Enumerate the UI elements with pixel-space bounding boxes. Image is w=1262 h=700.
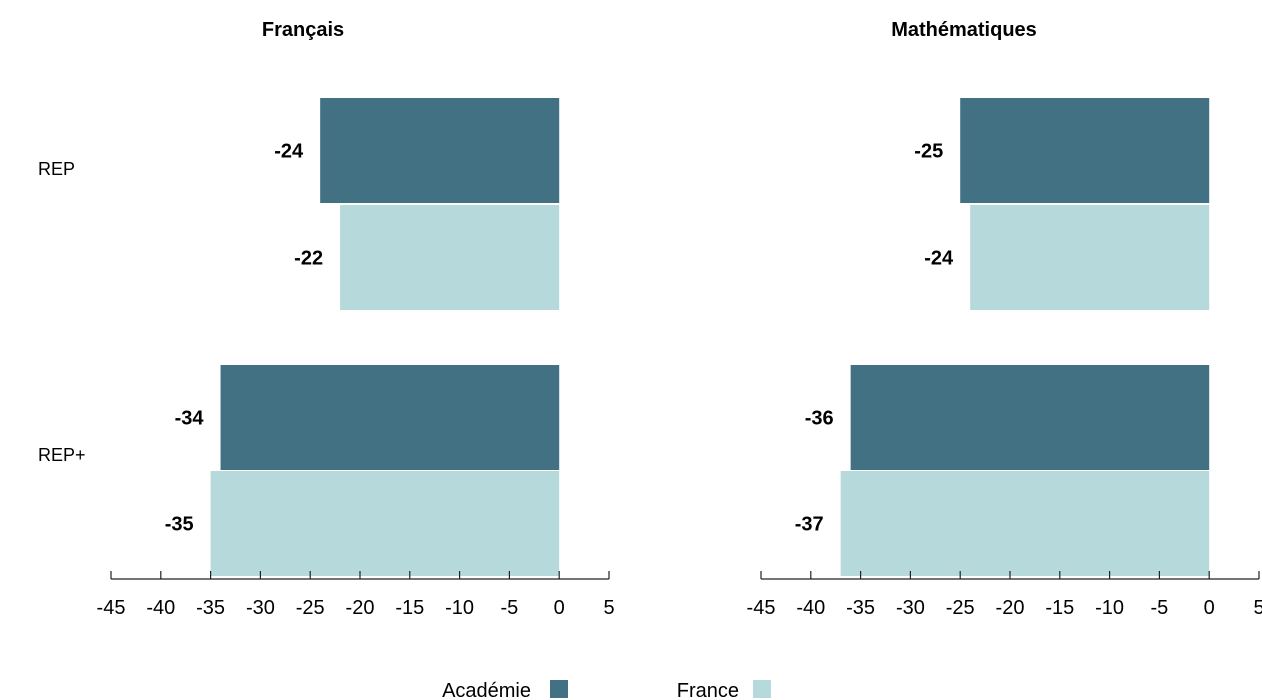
bar-acadmie bbox=[320, 98, 560, 203]
legend-label: France bbox=[677, 680, 739, 700]
data-label: -34 bbox=[175, 408, 205, 430]
x-tick-label: -5 bbox=[1151, 597, 1169, 619]
bar-acadmie bbox=[220, 365, 560, 470]
x-tick-label: 5 bbox=[603, 597, 614, 619]
bar-acadmie bbox=[960, 98, 1210, 203]
x-tick-label: 0 bbox=[554, 597, 565, 619]
x-tick-label: -40 bbox=[146, 597, 175, 619]
x-tick-label: -35 bbox=[196, 597, 225, 619]
x-tick-label: 0 bbox=[1204, 597, 1215, 619]
legend-label: Académie bbox=[442, 680, 531, 700]
x-tick-label: -10 bbox=[1095, 597, 1124, 619]
category-label: REP bbox=[38, 159, 75, 179]
legend-swatch bbox=[550, 680, 568, 698]
data-label: -24 bbox=[924, 248, 954, 270]
x-tick-label: -30 bbox=[246, 597, 275, 619]
bar-france bbox=[340, 205, 560, 310]
data-label: -36 bbox=[805, 408, 834, 430]
x-tick-label: -5 bbox=[501, 597, 519, 619]
x-tick-label: -40 bbox=[796, 597, 825, 619]
x-tick-label: -15 bbox=[395, 597, 424, 619]
x-tick-label: -20 bbox=[346, 597, 375, 619]
legend-swatch bbox=[753, 680, 771, 698]
x-tick-label: -45 bbox=[747, 597, 776, 619]
data-label: -25 bbox=[914, 141, 943, 163]
x-tick-label: -35 bbox=[846, 597, 875, 619]
data-label: -22 bbox=[294, 248, 323, 270]
bar-acadmie bbox=[850, 365, 1210, 470]
x-tick-label: -25 bbox=[946, 597, 975, 619]
panel-title: Mathématiques bbox=[891, 19, 1037, 41]
x-tick-label: -15 bbox=[1045, 597, 1074, 619]
bar-france bbox=[210, 471, 560, 576]
category-label: REP+ bbox=[38, 445, 86, 465]
x-tick-label: -20 bbox=[996, 597, 1025, 619]
x-tick-label: -25 bbox=[296, 597, 325, 619]
data-label: -37 bbox=[795, 514, 824, 536]
bar-france bbox=[970, 205, 1210, 310]
x-tick-label: 5 bbox=[1253, 597, 1262, 619]
x-tick-label: -30 bbox=[896, 597, 925, 619]
data-label: -35 bbox=[165, 514, 194, 536]
x-tick-label: -45 bbox=[97, 597, 126, 619]
data-label: -24 bbox=[274, 141, 304, 163]
bar-france bbox=[840, 471, 1210, 576]
x-tick-label: -10 bbox=[445, 597, 474, 619]
panel-title: Français bbox=[262, 19, 344, 41]
